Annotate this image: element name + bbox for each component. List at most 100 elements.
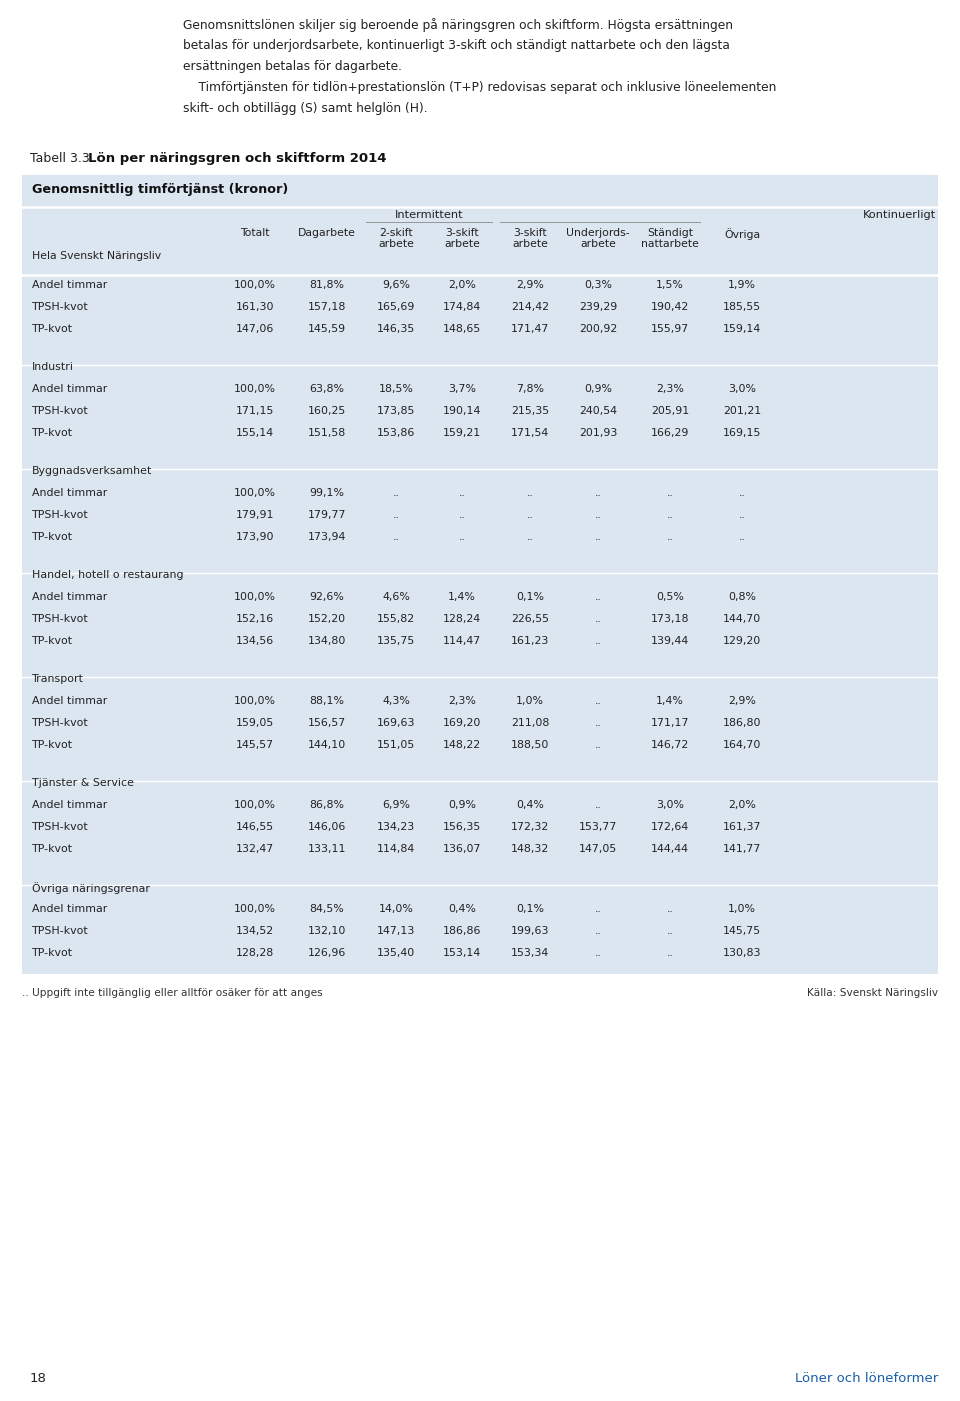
Text: 134,23: 134,23 bbox=[377, 822, 415, 832]
Text: Löner och löneformer: Löner och löneformer bbox=[795, 1372, 938, 1386]
Text: 214,42: 214,42 bbox=[511, 303, 549, 312]
Text: 146,06: 146,06 bbox=[308, 822, 347, 832]
Text: 1,9%: 1,9% bbox=[728, 280, 756, 290]
Text: 0,3%: 0,3% bbox=[584, 280, 612, 290]
Text: Tabell 3.3: Tabell 3.3 bbox=[30, 151, 89, 165]
Text: 159,14: 159,14 bbox=[723, 324, 761, 333]
Text: 172,64: 172,64 bbox=[651, 822, 689, 832]
Text: 135,40: 135,40 bbox=[377, 948, 415, 958]
Text: 157,18: 157,18 bbox=[308, 303, 347, 312]
Text: Lön per näringsgren och skiftform 2014: Lön per näringsgren och skiftform 2014 bbox=[88, 151, 387, 165]
Text: Kontinuerligt: Kontinuerligt bbox=[862, 210, 936, 220]
Text: 0,8%: 0,8% bbox=[728, 593, 756, 602]
Text: 88,1%: 88,1% bbox=[309, 696, 345, 706]
Text: ..: .. bbox=[666, 532, 673, 542]
Text: Underjords-: Underjords- bbox=[566, 228, 630, 238]
Text: Totalt: Totalt bbox=[240, 228, 270, 238]
Text: 201,93: 201,93 bbox=[579, 427, 617, 439]
Text: ..: .. bbox=[594, 614, 601, 623]
Text: 173,18: 173,18 bbox=[651, 614, 689, 623]
Text: ..: .. bbox=[594, 696, 601, 706]
Text: 100,0%: 100,0% bbox=[234, 904, 276, 913]
Text: 152,20: 152,20 bbox=[308, 614, 346, 623]
Text: ..: .. bbox=[459, 532, 466, 542]
Text: 153,34: 153,34 bbox=[511, 948, 549, 958]
Text: 6,9%: 6,9% bbox=[382, 800, 410, 810]
Text: Tjänster & Service: Tjänster & Service bbox=[32, 778, 134, 787]
Text: 144,10: 144,10 bbox=[308, 740, 347, 750]
Text: 165,69: 165,69 bbox=[377, 303, 415, 312]
Text: 147,13: 147,13 bbox=[377, 926, 415, 936]
Text: 99,1%: 99,1% bbox=[309, 488, 345, 497]
Text: 173,94: 173,94 bbox=[308, 532, 347, 542]
Text: 134,52: 134,52 bbox=[236, 926, 274, 936]
Text: 240,54: 240,54 bbox=[579, 406, 617, 416]
Text: TPSH-kvot: TPSH-kvot bbox=[32, 406, 88, 416]
Text: Andel timmar: Andel timmar bbox=[32, 488, 108, 497]
Text: TP-kvot: TP-kvot bbox=[32, 843, 73, 855]
Text: 200,92: 200,92 bbox=[579, 324, 617, 333]
Text: TPSH-kvot: TPSH-kvot bbox=[32, 822, 88, 832]
Text: ..: .. bbox=[527, 488, 534, 497]
Text: ..: .. bbox=[594, 532, 601, 542]
Text: 128,28: 128,28 bbox=[236, 948, 275, 958]
Text: 153,77: 153,77 bbox=[579, 822, 617, 832]
Text: 18,5%: 18,5% bbox=[378, 384, 414, 394]
Text: 147,05: 147,05 bbox=[579, 843, 617, 855]
Text: 146,35: 146,35 bbox=[377, 324, 415, 333]
Text: 169,20: 169,20 bbox=[443, 717, 481, 729]
Text: Byggnadsverksamhet: Byggnadsverksamhet bbox=[32, 467, 153, 476]
Text: 148,22: 148,22 bbox=[443, 740, 481, 750]
Text: Övriga näringsgrenar: Övriga näringsgrenar bbox=[32, 883, 150, 894]
Text: 1,0%: 1,0% bbox=[516, 696, 544, 706]
Text: 190,42: 190,42 bbox=[651, 303, 689, 312]
Text: ..: .. bbox=[459, 488, 466, 497]
Text: 18: 18 bbox=[30, 1372, 47, 1386]
Text: Dagarbete: Dagarbete bbox=[298, 228, 356, 238]
Text: Ständigt: Ständigt bbox=[647, 228, 693, 238]
Text: TPSH-kvot: TPSH-kvot bbox=[32, 717, 88, 729]
Text: 171,15: 171,15 bbox=[236, 406, 275, 416]
Text: 153,14: 153,14 bbox=[443, 948, 481, 958]
Text: ..: .. bbox=[393, 510, 399, 520]
Text: ..: .. bbox=[666, 926, 673, 936]
Text: .. Uppgift inte tillgänglig eller alltför osäker för att anges: .. Uppgift inte tillgänglig eller alltfö… bbox=[22, 988, 323, 998]
Text: 215,35: 215,35 bbox=[511, 406, 549, 416]
Text: 100,0%: 100,0% bbox=[234, 384, 276, 394]
Text: TPSH-kvot: TPSH-kvot bbox=[32, 303, 88, 312]
Text: 147,06: 147,06 bbox=[236, 324, 275, 333]
Text: skift- och obtillägg (S) samt helglön (H).: skift- och obtillägg (S) samt helglön (H… bbox=[183, 102, 427, 115]
Text: 171,17: 171,17 bbox=[651, 717, 689, 729]
Text: ..: .. bbox=[738, 488, 745, 497]
Text: Hela Svenskt Näringsliv: Hela Svenskt Näringsliv bbox=[32, 251, 161, 261]
Text: 161,37: 161,37 bbox=[723, 822, 761, 832]
Text: ..: .. bbox=[594, 740, 601, 750]
Text: 161,23: 161,23 bbox=[511, 636, 549, 646]
Text: 151,05: 151,05 bbox=[377, 740, 415, 750]
Text: 129,20: 129,20 bbox=[723, 636, 761, 646]
Text: 114,84: 114,84 bbox=[377, 843, 415, 855]
Text: 1,5%: 1,5% bbox=[656, 280, 684, 290]
Text: 2,9%: 2,9% bbox=[516, 280, 544, 290]
Text: 144,44: 144,44 bbox=[651, 843, 689, 855]
Text: 100,0%: 100,0% bbox=[234, 593, 276, 602]
Text: arbete: arbete bbox=[444, 240, 480, 249]
Text: TP-kvot: TP-kvot bbox=[32, 427, 73, 439]
Text: Genomsnittslönen skiljer sig beroende på näringsgren och skiftform. Högsta ersät: Genomsnittslönen skiljer sig beroende på… bbox=[183, 18, 733, 32]
Text: 2,3%: 2,3% bbox=[448, 696, 476, 706]
Text: 144,70: 144,70 bbox=[723, 614, 761, 623]
Text: 100,0%: 100,0% bbox=[234, 696, 276, 706]
Text: 2,0%: 2,0% bbox=[448, 280, 476, 290]
Text: 169,63: 169,63 bbox=[376, 717, 416, 729]
Text: 146,72: 146,72 bbox=[651, 740, 689, 750]
Text: 2,0%: 2,0% bbox=[728, 800, 756, 810]
Text: 1,4%: 1,4% bbox=[448, 593, 476, 602]
Text: 173,85: 173,85 bbox=[377, 406, 415, 416]
Text: ..: .. bbox=[594, 717, 601, 729]
Text: 201,21: 201,21 bbox=[723, 406, 761, 416]
Text: ..: .. bbox=[594, 948, 601, 958]
Text: 14,0%: 14,0% bbox=[378, 904, 414, 913]
Text: 141,77: 141,77 bbox=[723, 843, 761, 855]
Text: 134,56: 134,56 bbox=[236, 636, 275, 646]
Text: 1,4%: 1,4% bbox=[656, 696, 684, 706]
